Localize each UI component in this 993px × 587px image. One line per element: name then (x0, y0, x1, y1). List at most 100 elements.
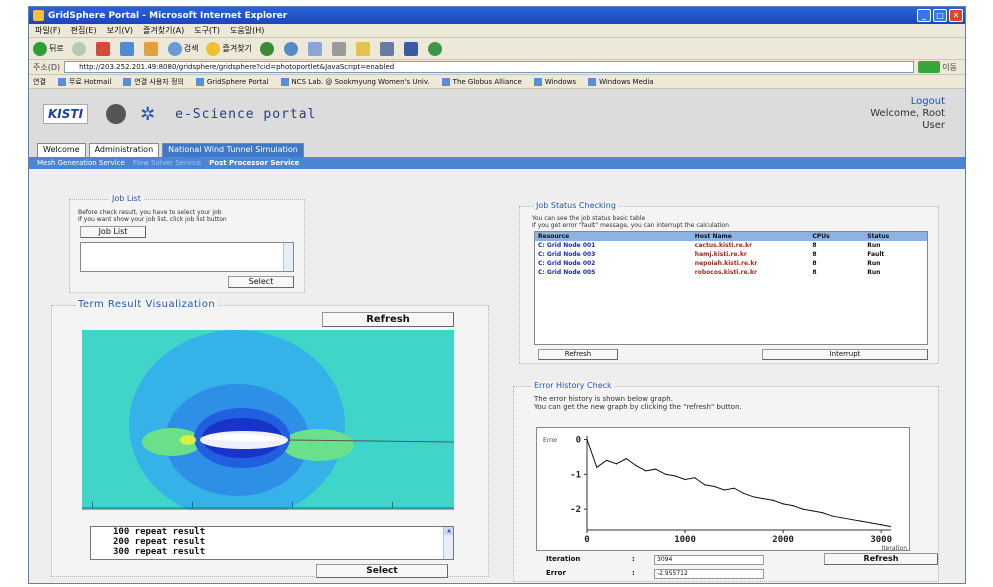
error-chart-box: 0 -1 -2 0 1000 2000 3000 Error Iteration (536, 427, 910, 552)
messenger-button[interactable] (403, 41, 420, 56)
menu-bar: 파일(F) 편집(E) 보기(V) 즐겨찾기(A) 도구(T) 도움말(H) (29, 24, 965, 38)
back-button[interactable]: 뒤로 (33, 41, 64, 56)
list-item[interactable]: 100 repeat result (113, 527, 206, 537)
visualization-title: Term Result Visualization (76, 299, 218, 310)
browser-window: GridSphere Portal - Microsoft Internet E… (28, 6, 966, 584)
link-globus[interactable]: The Globus Alliance (442, 78, 522, 86)
tab-administration[interactable]: Administration (88, 143, 160, 157)
link-windows[interactable]: Windows (534, 78, 576, 86)
flow-field-svg (82, 330, 454, 510)
stop-icon (95, 41, 110, 56)
address-input[interactable]: http://203.252.201.49:8080/gridsphere/gr… (64, 61, 915, 73)
error-history-refresh-button[interactable]: Refresh (824, 553, 938, 565)
data-point (733, 487, 735, 489)
job-list-scrollbar[interactable] (283, 243, 293, 271)
cell-host: nepoiah.kisti.re.kr (694, 260, 758, 267)
stop-button[interactable] (95, 41, 112, 56)
refresh-icon (119, 41, 134, 56)
error-value: -2.955712 (654, 569, 764, 579)
data-point (821, 511, 823, 514)
link-ncs-lab[interactable]: NCS Lab. @ Sookmyung Women's Univ. (281, 78, 430, 86)
error-history-chart: 0 -1 -2 0 1000 2000 3000 Error Iteration (543, 435, 907, 552)
job-list-textarea[interactable] (80, 242, 294, 272)
scroll-up-icon[interactable]: ▲ (444, 527, 453, 535)
job-list-title: Job List (110, 194, 143, 203)
tab-welcome[interactable]: Welcome (37, 143, 86, 157)
menu-help[interactable]: 도움말(H) (230, 26, 265, 35)
list-item[interactable]: 200 repeat result (113, 537, 206, 547)
kisti-logo: KISTI (43, 104, 89, 124)
data-point (860, 520, 863, 522)
menu-tools[interactable]: 도구(T) (194, 26, 221, 35)
search-button[interactable]: 검색 (167, 41, 198, 56)
table-row[interactable]: C: Grid Node 003 hamj.kisti.re.kr 8 Faul… (535, 250, 927, 259)
mail-button[interactable] (307, 41, 324, 56)
link-windows-media[interactable]: Windows Media (588, 78, 654, 86)
job-select-button[interactable]: Select (228, 276, 294, 288)
data-point (782, 503, 784, 505)
interrupt-button[interactable]: Interrupt (762, 349, 928, 360)
result-listbox[interactable]: 100 repeat result 200 repeat result 300 … (90, 526, 454, 560)
data-point (664, 473, 667, 475)
data-point (606, 459, 608, 461)
search-icon (167, 41, 182, 56)
refresh-page-button[interactable] (119, 41, 136, 56)
iteration-colon: : (632, 555, 635, 563)
table-row[interactable]: C: Grid Node 001 cactus.kisti.re.kr 8 Ru… (535, 241, 927, 250)
job-status-refresh-button[interactable]: Refresh (538, 349, 618, 360)
cell-status: Run (867, 260, 881, 267)
menu-file[interactable]: 파일(F) (35, 26, 61, 35)
x-tick-label: 1000 (674, 535, 696, 545)
error-history-title: Error History Check (532, 381, 614, 390)
table-row[interactable]: C: Grid Node 005 robocos.kisti.re.kr 8 R… (535, 268, 927, 277)
subtab-post-processor[interactable]: Post Processor Service (209, 159, 300, 167)
job-status-desc-1: You can see the job status basic table (532, 215, 646, 222)
result-list-scrollbar[interactable]: ▲ (443, 527, 453, 559)
x-tick-label: 2000 (772, 535, 794, 545)
subtab-flow-solver[interactable]: Flow Solver Service (132, 159, 202, 167)
cell-cpus: 8 (812, 251, 817, 258)
y-tick-label: 0 (576, 435, 581, 445)
go-label[interactable]: 이동 (942, 62, 957, 72)
service-subtabs: Mesh Generation Service Flow Solver Serv… (29, 157, 965, 169)
home-icon (143, 41, 158, 56)
data-point (772, 499, 774, 502)
media-icon (259, 41, 274, 56)
menu-view[interactable]: 보기(V) (106, 26, 134, 35)
link-hotmail[interactable]: 무료 Hotmail (58, 77, 111, 87)
forward-arrow-icon (71, 41, 86, 56)
close-button[interactable]: ✕ (949, 9, 963, 22)
table-row[interactable]: C: Grid Node 002 nepoiah.kisti.re.kr 8 R… (535, 259, 927, 268)
logout-link[interactable]: Logout (910, 96, 945, 107)
menu-edit[interactable]: 편집(E) (70, 26, 97, 35)
user-box: Logout Welcome, Root User (870, 96, 965, 132)
forward-button[interactable] (71, 41, 88, 56)
print-button[interactable] (331, 41, 348, 56)
iteration-label: Iteration (546, 555, 581, 563)
data-point (684, 478, 686, 481)
tab-wind-tunnel[interactable]: National Wind Tunnel Simulation (162, 143, 304, 157)
history-button[interactable] (283, 41, 300, 56)
go-button[interactable] (918, 61, 941, 73)
maximize-button[interactable]: □ (933, 9, 947, 22)
welcome-text: Welcome, Root (870, 108, 945, 119)
data-point (635, 464, 637, 467)
home-button[interactable] (143, 41, 160, 56)
visualization-refresh-button[interactable]: Refresh (322, 312, 454, 327)
discuss-button[interactable] (379, 41, 396, 56)
data-point (831, 515, 833, 517)
menu-favorites[interactable]: 즐겨찾기(A) (143, 26, 185, 35)
ie-icon (33, 10, 44, 21)
media-button[interactable] (259, 41, 276, 56)
tools-button[interactable] (427, 41, 444, 56)
job-list-button[interactable]: Job List (80, 226, 146, 238)
list-item[interactable]: 300 repeat result (113, 547, 206, 557)
subtab-mesh-generation[interactable]: Mesh Generation Service (37, 159, 125, 167)
link-customize[interactable]: 연결 사용자 정의 (123, 77, 184, 87)
minimize-button[interactable]: _ (917, 9, 931, 22)
link-gridsphere[interactable]: GridSphere Portal (196, 78, 269, 86)
favorites-button[interactable]: 즐겨찾기 (206, 41, 252, 56)
folder-button[interactable] (355, 41, 372, 56)
visualization-select-button[interactable]: Select (316, 564, 448, 578)
data-point (841, 517, 843, 519)
